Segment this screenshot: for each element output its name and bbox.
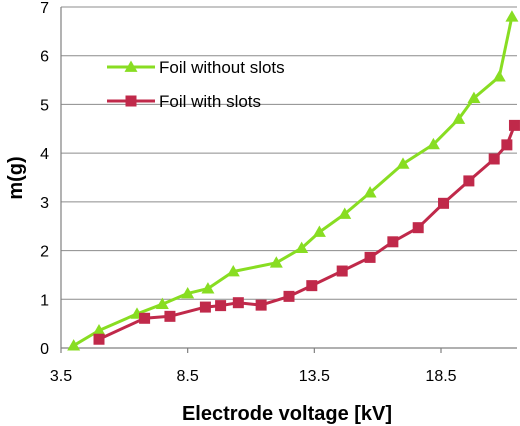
series-0-point-11 (363, 186, 377, 198)
series-0-point-17 (505, 10, 519, 22)
series-0-point-9 (312, 225, 326, 237)
series-1-point-16 (501, 139, 513, 151)
y-tick-label-0: 0 (40, 341, 49, 358)
x-axis-title: Electrode voltage [kV] (182, 403, 392, 425)
series-0-point-7 (269, 256, 283, 268)
series-0-point-13 (426, 137, 440, 150)
series-1-point-15 (488, 153, 500, 165)
series-1-point-6 (255, 299, 267, 311)
series-1-point-13 (438, 197, 450, 209)
series-0-point-15 (467, 91, 481, 103)
legend-item-0: Foil without slots (107, 58, 285, 77)
series-0-point-12 (396, 157, 410, 169)
x-tick-label-0: 3.5 (50, 368, 72, 385)
y-tick-label-3: 3 (40, 195, 49, 212)
legend-marker-1 (125, 95, 137, 107)
series-1-point-3 (199, 301, 211, 313)
legend-label-1: Foil with slots (159, 92, 261, 111)
x-tick-label-3: 18.5 (425, 368, 456, 385)
series-1-point-1 (139, 312, 151, 324)
axes (60, 7, 517, 353)
series-0-point-16 (492, 70, 506, 82)
tick-labels: 0 1 2 3 4 5 6 7 3.5 8.5 13.5 18.5 (40, 0, 457, 385)
series-0-point-6 (226, 265, 240, 277)
series-0-point-1 (92, 323, 106, 336)
y-tick-label-4: 4 (40, 146, 49, 163)
x-tick-label-1: 8.5 (177, 368, 199, 385)
series-1-point-4 (215, 300, 227, 312)
x-tick-label-2: 13.5 (299, 368, 330, 385)
series-1 (93, 119, 520, 345)
series-1-point-11 (387, 236, 399, 248)
series-1-point-2 (164, 310, 176, 322)
grid-lines (61, 6, 517, 300)
series-1-point-10 (364, 251, 376, 263)
data-series (67, 10, 520, 351)
series-0-point-5 (201, 282, 215, 294)
y-axis-title: m(g) (5, 156, 27, 199)
legend-marker-0 (124, 60, 138, 72)
legend: Foil without slots Foil with slots (107, 58, 285, 111)
y-tick-label-5: 5 (40, 97, 49, 114)
series-0-point-4 (181, 286, 195, 299)
series-0-point-3 (155, 297, 169, 310)
series-1-point-8 (306, 280, 318, 292)
series-1-point-5 (232, 297, 244, 309)
series-0-point-0 (67, 339, 81, 351)
series-1-point-17 (508, 119, 520, 131)
legend-item-1: Foil with slots (107, 92, 261, 111)
series-0-point-14 (452, 112, 466, 124)
y-tick-label-7: 7 (40, 0, 49, 17)
series-1-point-14 (463, 175, 475, 187)
y-tick-label-2: 2 (40, 244, 49, 261)
series-1-point-7 (283, 290, 295, 302)
legend-label-0: Foil without slots (159, 58, 285, 77)
series-0-point-8 (295, 241, 309, 254)
series-0-point-10 (338, 207, 352, 219)
series-1-point-12 (412, 222, 424, 234)
y-tick-label-1: 1 (40, 292, 49, 309)
y-tick-label-6: 6 (40, 49, 49, 66)
series-1-point-0 (93, 333, 105, 345)
series-0 (67, 10, 519, 351)
series-1-point-9 (336, 265, 348, 277)
